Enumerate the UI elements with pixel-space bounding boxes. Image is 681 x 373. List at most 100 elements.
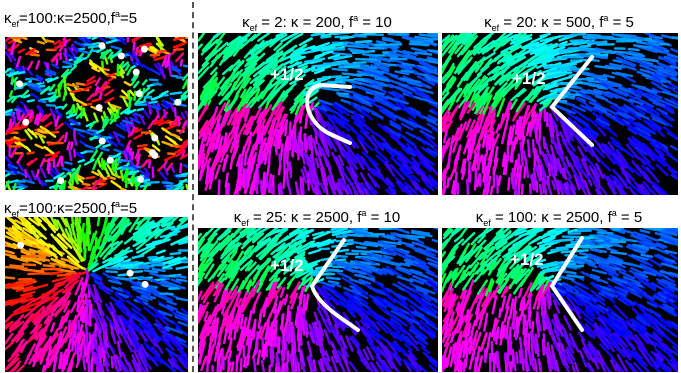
filament	[281, 44, 298, 56]
filament	[403, 258, 419, 265]
filament	[336, 92, 350, 96]
filament	[61, 233, 72, 244]
filament	[6, 298, 26, 306]
filament	[312, 41, 331, 50]
filament	[644, 160, 656, 171]
filament	[38, 252, 51, 257]
filament	[206, 157, 212, 168]
filament	[5, 276, 16, 280]
filament	[397, 240, 415, 247]
filament	[84, 144, 97, 151]
filament	[549, 144, 558, 166]
filament	[109, 240, 120, 248]
filament	[232, 61, 245, 72]
filament	[182, 64, 188, 68]
filament	[49, 282, 62, 293]
filament	[213, 228, 222, 234]
filament	[46, 76, 59, 83]
filament	[428, 355, 438, 365]
filament	[493, 49, 509, 63]
filament	[373, 64, 390, 71]
filament	[321, 166, 329, 186]
filament	[39, 335, 47, 346]
filament	[170, 65, 182, 72]
filament	[501, 124, 508, 145]
filament	[129, 126, 136, 137]
filament	[442, 325, 447, 336]
filament	[381, 362, 391, 372]
filament	[117, 141, 125, 148]
filament	[216, 46, 229, 60]
filament	[261, 171, 266, 189]
filament	[589, 132, 598, 144]
filament	[53, 218, 60, 230]
filament	[141, 159, 149, 168]
filament	[168, 66, 173, 77]
filament	[595, 117, 611, 127]
filament	[208, 305, 218, 325]
filament	[98, 182, 108, 188]
filament	[300, 314, 305, 332]
filament	[35, 74, 44, 80]
filament	[311, 65, 332, 72]
filament	[448, 77, 457, 89]
filament	[330, 228, 346, 231]
filament	[5, 217, 16, 223]
filament	[309, 241, 320, 247]
filament	[15, 364, 25, 372]
filament	[442, 228, 454, 240]
filament	[297, 234, 310, 240]
filament	[6, 231, 19, 241]
filament	[150, 104, 159, 111]
filament	[337, 178, 345, 192]
filament	[409, 357, 420, 372]
filament	[245, 140, 252, 154]
filament	[599, 35, 614, 39]
filament	[615, 52, 628, 58]
filament	[96, 157, 102, 168]
filament	[273, 105, 284, 122]
filament	[506, 125, 513, 146]
filament	[408, 299, 419, 308]
filament	[20, 256, 32, 262]
filament	[302, 294, 306, 315]
filament	[477, 45, 489, 55]
filament	[227, 290, 239, 309]
filament	[223, 327, 228, 345]
filament	[482, 94, 493, 115]
filament	[470, 120, 479, 142]
filament	[146, 89, 155, 95]
filament	[382, 110, 396, 120]
filament	[561, 235, 582, 239]
filament	[362, 131, 378, 149]
filament	[28, 248, 40, 254]
filament	[64, 312, 70, 323]
filament	[551, 180, 557, 191]
filament	[452, 180, 457, 195]
filament	[426, 122, 438, 132]
filament	[90, 360, 94, 372]
filament	[645, 166, 660, 184]
filament	[463, 324, 470, 338]
filament	[39, 166, 47, 179]
filament	[146, 329, 162, 341]
filament	[442, 109, 450, 122]
filament	[410, 165, 420, 176]
filament	[152, 255, 165, 262]
filament	[50, 257, 66, 267]
filament	[593, 105, 608, 113]
filament	[331, 151, 340, 167]
defect-label: +1/2	[270, 256, 304, 275]
filament	[386, 327, 403, 342]
filament	[62, 75, 67, 89]
filament	[51, 275, 72, 283]
filament	[525, 70, 542, 79]
filament	[396, 265, 417, 274]
filament	[69, 89, 82, 94]
filament	[293, 259, 307, 267]
filament	[366, 338, 381, 354]
filament	[107, 101, 116, 113]
filament	[127, 361, 135, 372]
filament	[13, 135, 22, 141]
filament	[137, 220, 150, 232]
